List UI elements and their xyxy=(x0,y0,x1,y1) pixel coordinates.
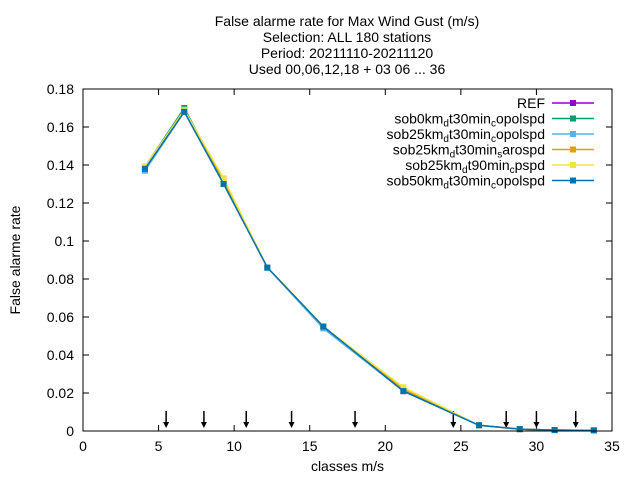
x-tick-label: 10 xyxy=(226,438,242,454)
data-point xyxy=(220,181,227,187)
x-tick-label: 5 xyxy=(155,438,163,454)
legend-entry: REF xyxy=(517,95,594,111)
y-tick-label: 0.08 xyxy=(47,271,74,287)
legend-label: sob25kmdt30minsarospd xyxy=(393,142,545,161)
plot-frame xyxy=(82,88,613,432)
legend-swatch-point xyxy=(570,146,576,153)
arrow-marker xyxy=(352,411,359,428)
legend-entry: sob25kmdt90mincpspd xyxy=(405,157,594,176)
legend-swatch-point xyxy=(570,100,576,106)
arrow-marker xyxy=(533,411,540,428)
x-tick-label: 25 xyxy=(453,438,469,454)
title-line: Selection: ALL 180 stations xyxy=(263,29,431,45)
y-tick-label: 0.18 xyxy=(47,81,74,97)
legend-swatch-point xyxy=(570,131,576,137)
title-line: Period: 20211110-20211120 xyxy=(261,45,434,61)
x-tick-label: 30 xyxy=(529,438,545,454)
data-point xyxy=(551,427,558,434)
legend-swatch-point xyxy=(570,162,576,168)
legend-swatch-point xyxy=(570,177,576,184)
y-tick-label: 0.1 xyxy=(55,233,75,249)
legend-label: sob25kmdt30mincopolspd xyxy=(387,126,545,145)
series-5 xyxy=(141,108,597,434)
x-tick-label: 15 xyxy=(302,438,318,454)
data-point xyxy=(141,165,148,172)
data-point xyxy=(400,384,407,391)
arrow-marker xyxy=(200,411,207,428)
x-tick-label: 20 xyxy=(377,438,393,454)
legend: REFsob0kmdt30mincopolspdsob25kmdt30minco… xyxy=(387,95,594,192)
y-axis-label: False alarme rate xyxy=(7,205,23,314)
x-tick-label: 0 xyxy=(79,438,87,454)
data-point xyxy=(320,323,327,330)
chart-title: False alarme rate for Max Wind Gust (m/s… xyxy=(215,13,480,77)
data-point xyxy=(475,422,482,429)
data-point xyxy=(400,388,407,395)
legend-label: sob0kmdt30mincopolspd xyxy=(394,111,545,130)
title-line: Used 00,06,12,18 + 03 06 ... 36 xyxy=(249,61,446,77)
arrow-marker xyxy=(288,411,295,428)
legend-swatch-point xyxy=(570,115,576,122)
legend-entry: sob25kmdt30minsarospd xyxy=(393,142,594,161)
arrow-marker xyxy=(503,411,510,428)
data-point xyxy=(516,426,523,433)
data-point xyxy=(220,175,227,182)
legend-entry: sob0kmdt30mincopolspd xyxy=(394,111,594,130)
y-tick-label: 0.14 xyxy=(47,157,74,173)
y-tick-label: 0.02 xyxy=(47,385,74,401)
data-point xyxy=(264,264,271,271)
y-tick-label: 0.12 xyxy=(47,195,74,211)
y-tick-label: 0.06 xyxy=(47,309,74,325)
legend-entry: sob50kmdt30mincopolspd xyxy=(387,173,594,192)
arrow-marker xyxy=(572,411,579,428)
y-tick-label: 0.04 xyxy=(47,347,74,363)
x-tick-label: 35 xyxy=(604,438,620,454)
legend-label: sob25kmdt90mincpspd xyxy=(405,157,545,176)
legend-label: sob50kmdt30mincopolspd xyxy=(387,173,545,192)
y-axis: 0 0.02 0.04 0.06 0.08 0.1 0.12 0.14 0.16 0.18 xyxy=(47,81,612,439)
x-axis: 0 5 10 15 20 25 30 35 xyxy=(79,89,620,454)
legend-label: REF xyxy=(517,95,545,111)
series-group xyxy=(141,105,597,434)
legend-entry: sob25kmdt30mincopolspd xyxy=(387,126,594,145)
series-line xyxy=(144,110,594,432)
data-point xyxy=(181,108,188,115)
arrow-marker xyxy=(243,411,250,428)
data-point xyxy=(590,427,597,434)
arrow-marker xyxy=(163,411,170,428)
y-tick-label: 0.16 xyxy=(47,119,74,135)
arrow-markers xyxy=(163,411,579,428)
x-axis-label: classes m/s xyxy=(311,458,384,474)
y-tick-label: 0 xyxy=(66,423,74,439)
title-line: False alarme rate for Max Wind Gust (m/s… xyxy=(215,13,480,29)
